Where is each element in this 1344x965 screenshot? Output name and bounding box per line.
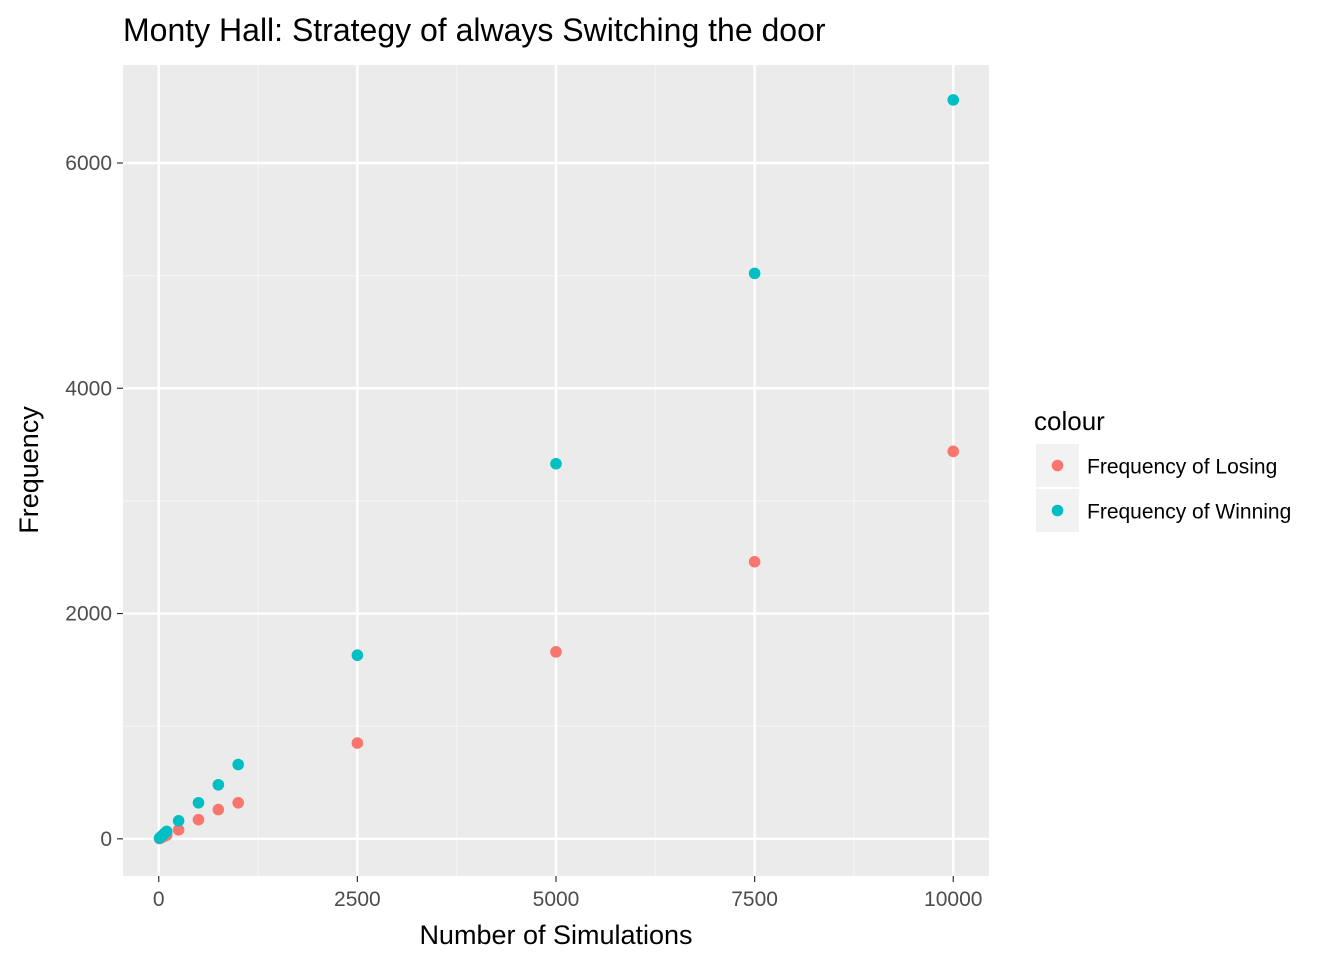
- point-frequency-of-winning: [160, 825, 173, 838]
- legend-title: colour: [1034, 406, 1105, 436]
- chart-title: Monty Hall: Strategy of always Switching…: [123, 12, 826, 48]
- point-frequency-of-losing: [192, 813, 205, 826]
- point-frequency-of-losing: [212, 803, 225, 816]
- point-frequency-of-winning: [947, 94, 960, 106]
- point-frequency-of-winning: [172, 815, 185, 827]
- point-frequency-of-winning: [351, 649, 364, 662]
- point-frequency-of-winning: [748, 267, 761, 280]
- point-frequency-of-winning: [192, 796, 205, 809]
- legend-marker-frequency-of-losing: [1051, 459, 1064, 472]
- point-frequency-of-winning: [232, 758, 245, 771]
- y-axis-label: Frequency: [14, 406, 44, 534]
- point-frequency-of-losing: [550, 646, 562, 658]
- point-frequency-of-losing: [232, 796, 245, 809]
- point-frequency-of-winning: [550, 457, 562, 470]
- x-tick-label: 2500: [334, 888, 381, 911]
- grid-lines: [123, 65, 989, 876]
- y-tick-label: 4000: [65, 377, 112, 400]
- point-frequency-of-losing: [947, 445, 960, 458]
- legend-label-frequency-of-losing: Frequency of Losing: [1087, 456, 1277, 479]
- y-tick-label: 2000: [65, 603, 112, 626]
- x-axis-ticks: 0 2500 5000 7500 10000: [153, 876, 982, 911]
- legend-marker-frequency-of-winning: [1051, 504, 1064, 517]
- y-axis-ticks: 0 2000 4000 6000: [65, 152, 123, 851]
- x-axis-label: Number of Simulations: [419, 920, 692, 950]
- point-frequency-of-winning: [212, 778, 225, 791]
- legend-label-frequency-of-winning: Frequency of Winning: [1087, 501, 1291, 524]
- legend-items: Frequency of Losing Frequency of Winning: [1036, 444, 1291, 532]
- x-tick-label: 7500: [731, 888, 778, 911]
- point-frequency-of-losing: [172, 824, 185, 836]
- y-tick-label: 0: [100, 828, 112, 851]
- y-tick-label: 6000: [65, 152, 112, 175]
- x-tick-label: 5000: [533, 888, 580, 911]
- legend: colour Frequency of Losing Frequency of W…: [1034, 406, 1291, 532]
- x-tick-label: 0: [153, 888, 165, 911]
- x-tick-label: 10000: [924, 888, 982, 911]
- point-frequency-of-losing: [748, 555, 761, 568]
- data-points: [153, 94, 960, 845]
- point-frequency-of-losing: [351, 737, 364, 749]
